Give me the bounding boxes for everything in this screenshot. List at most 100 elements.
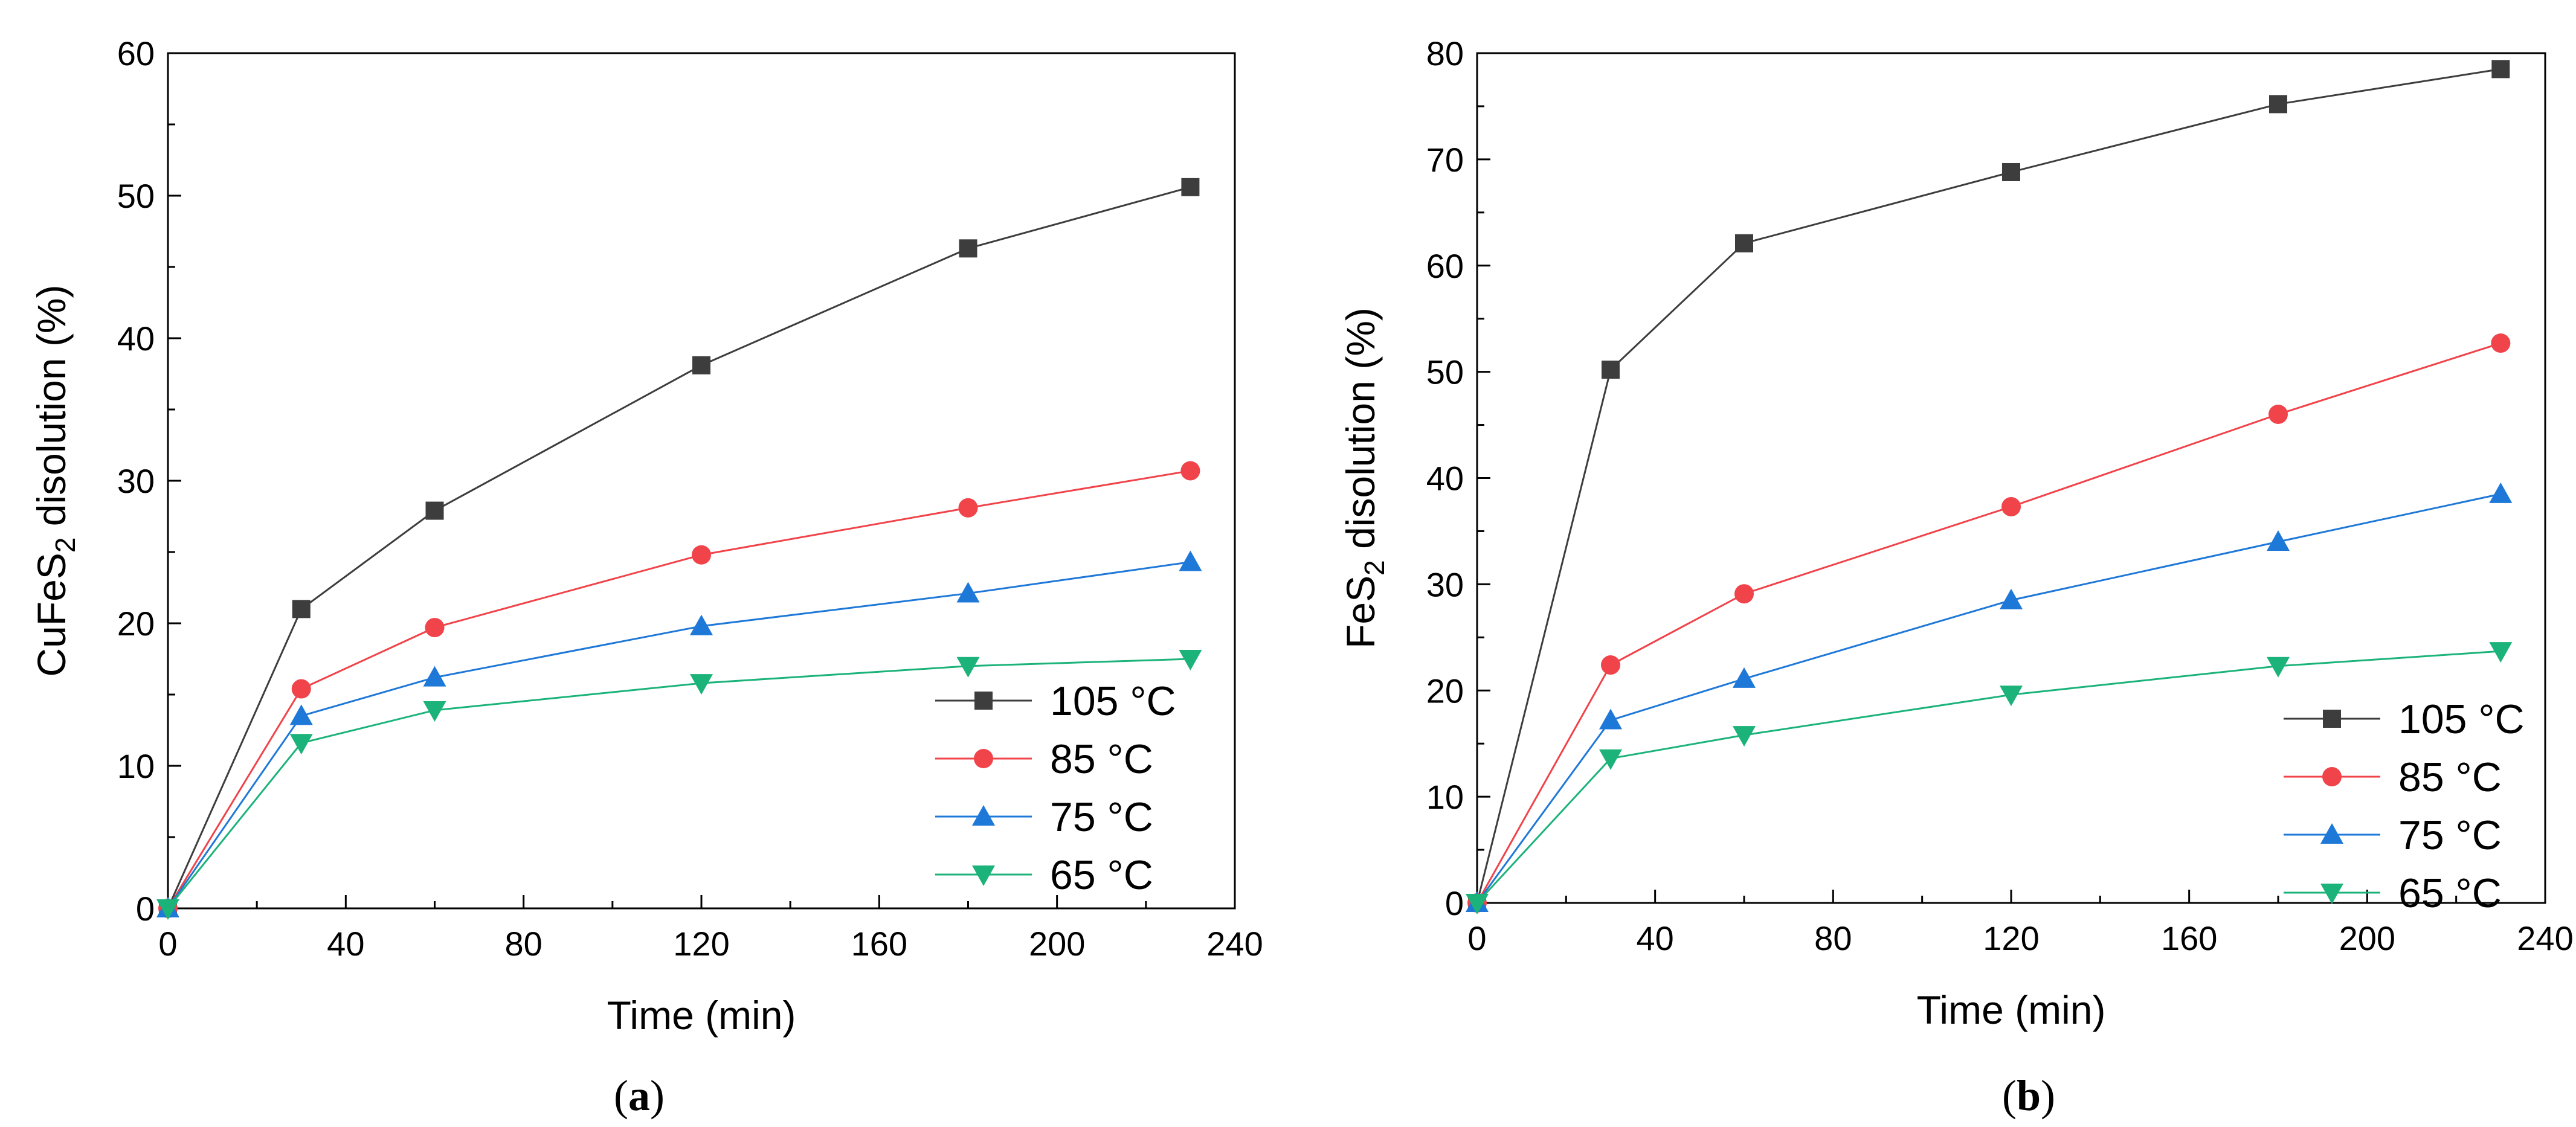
data-point [291,679,311,699]
series-line [1476,493,2501,904]
series-65 °C [1466,642,2513,914]
x-axis-title: Time (min) [1917,987,2106,1032]
data-point [1599,749,1622,770]
x-tick-label: 120 [673,925,729,963]
data-point [2267,530,2290,551]
data-point [292,600,311,618]
x-tick-label: 40 [327,925,364,963]
y-tick-label: 40 [1426,460,1464,498]
y-tick-label: 30 [117,462,155,500]
x-tick-label: 160 [2161,919,2217,957]
series-65 °C [156,650,1202,920]
legend-marker [2320,884,2343,904]
legend-marker [972,865,995,886]
data-point [1601,655,1620,675]
y-tick-label: 70 [1426,141,1464,179]
y-tick-label: 50 [1426,353,1464,391]
series-line [167,658,1191,909]
legend-marker [974,749,993,768]
y-axis-title: CuFeS2 disolution (%) [29,284,81,676]
chart-panel-a: 0 40 80 120 160 200 240 0 10 20 30 40 50 60 Time (min)… [29,34,1263,1120]
x-tick-label: 160 [851,925,907,963]
y-axis-title-subscript: 2 [50,538,81,553]
legend-marker [2323,710,2341,728]
legend-label: 75 °C [2398,812,2502,858]
data-point [1179,650,1202,670]
panel-label-letter: b [2017,1071,2041,1120]
data-point [2491,60,2510,79]
x-tick-label: 240 [2517,919,2573,957]
series-85 °C [1467,333,2511,913]
x-tick-label: 40 [1637,919,1674,957]
series-75 °C [1466,482,2513,912]
data-point [2489,482,2513,503]
legend-label: 85 °C [2398,754,2502,800]
data-point [956,582,980,603]
data-point [1179,550,1202,571]
data-point [1733,726,1756,747]
x-tick-label: 200 [1029,925,1085,963]
y-axis-title-part: CuFeS [29,553,74,676]
series-105 °C [159,178,1200,917]
data-point [690,674,713,695]
y-tick-label: 50 [117,177,155,215]
series-85 °C [158,461,1200,918]
panel-label: (a) [614,1071,665,1120]
x-tick-label: 120 [1983,919,2039,957]
data-point [423,666,446,687]
y-tick-label: 20 [1426,672,1464,710]
data-point [956,657,980,678]
data-point [1735,234,1753,252]
data-point [1734,584,1754,604]
y-tick-label: 10 [117,747,155,785]
x-tick-label: 240 [1206,925,1263,963]
data-point [289,704,313,725]
panel-label-letter: a [628,1071,650,1120]
data-point [959,239,977,258]
legend-label: 65 °C [2398,870,2502,916]
x-axis-title: Time (min) [607,993,796,1038]
y-tick-label: 80 [1426,34,1464,72]
y-tick-label: 40 [117,319,155,358]
data-point [289,734,313,755]
y-tick-label: 20 [117,605,155,643]
series-line [167,470,1191,909]
data-point [692,356,710,374]
panel-label: (b) [2002,1071,2055,1120]
data-point [423,701,446,722]
panel-label-paren: ) [2041,1071,2055,1120]
data-point [1599,708,1622,730]
panel-label-paren: ) [650,1071,665,1120]
y-tick-label: 60 [117,34,155,72]
data-point [1602,361,1620,379]
data-point [425,618,445,638]
x-tick-label: 0 [158,925,177,963]
data-point [2269,95,2287,114]
data-point [156,899,179,920]
data-point [2268,404,2288,424]
legend-label: 105 °C [1050,678,1176,724]
data-point [2000,686,2023,707]
data-point [2000,588,2023,609]
data-point [2002,162,2020,181]
y-axis-title-part: disolution (%) [1338,307,1383,560]
legend-label: 105 °C [2398,696,2525,742]
x-tick-label: 0 [1467,919,1486,957]
y-axis-title-part: FeS [1338,576,1383,649]
data-point [1733,667,1756,688]
data-point [2267,657,2290,678]
legend-marker [972,805,995,826]
y-tick-label: 30 [1426,565,1464,603]
y-tick-label: 10 [1426,778,1464,816]
data-point [692,545,711,565]
x-tick-label: 200 [2339,919,2395,957]
y-axis-title-part: disolution (%) [29,284,74,537]
series-line [1476,342,2501,904]
panel-label-paren: ( [2002,1071,2017,1120]
series-line [167,186,1191,909]
y-tick-label: 0 [136,890,155,928]
data-point [425,501,444,520]
data-point [2489,642,2513,663]
legend-label: 65 °C [1050,852,1153,898]
